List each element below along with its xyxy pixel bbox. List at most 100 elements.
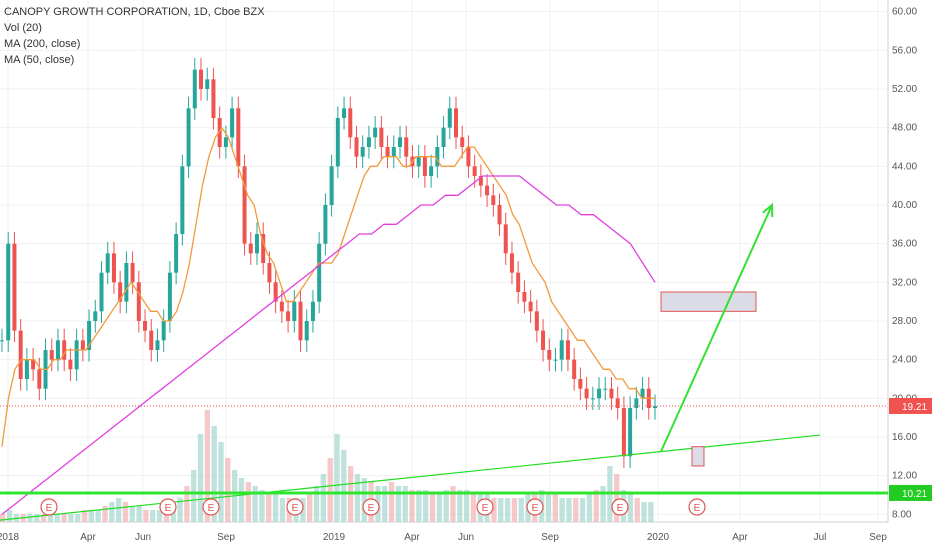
candle-body-14 — [87, 321, 92, 350]
volume-bar-52 — [354, 474, 361, 522]
volume-bar-48 — [327, 458, 333, 522]
candle-body-46 — [286, 311, 291, 321]
volume-bar-59 — [402, 486, 408, 522]
x-tick-label-0: 2018 — [0, 532, 20, 543]
volume-bar-58 — [395, 486, 402, 522]
candle-body-72 — [447, 108, 452, 128]
volume-bar-67 — [457, 490, 463, 522]
x-tick-label-3: Sep — [217, 532, 235, 543]
candle-body-11 — [68, 359, 73, 370]
volume-bar-85 — [579, 498, 586, 522]
candle-body-86 — [534, 311, 539, 331]
last-price-label: 19.21 — [902, 402, 927, 413]
volume-bar-83 — [566, 498, 572, 522]
candle-body-63 — [391, 147, 396, 157]
volume-bar-76 — [518, 498, 524, 522]
y-tick-label-11: 16.00 — [892, 432, 917, 443]
candle-body-20 — [124, 263, 129, 302]
x-tick-label-10: Jul — [814, 532, 827, 543]
earnings-marker-label-5: E — [482, 503, 489, 514]
volume-bar-9 — [61, 514, 67, 522]
volume-bar-5 — [34, 514, 40, 522]
candle-body-82 — [509, 253, 514, 273]
candle-body-47 — [292, 301, 297, 321]
legend-ma50[interactable]: MA (50, close) — [4, 54, 75, 66]
candle-body-29 — [180, 166, 185, 234]
candle-body-13 — [80, 340, 85, 350]
earnings-marker-6 — [526, 498, 544, 516]
earnings-marker-7 — [611, 498, 629, 516]
volume-bar-93 — [634, 498, 640, 522]
candle-body-98 — [609, 388, 614, 399]
candle-body-75 — [466, 147, 471, 167]
candle-body-8 — [49, 350, 54, 360]
volume-bar-21 — [143, 510, 149, 522]
candle-body-28 — [174, 234, 179, 273]
candle-body-79 — [491, 195, 496, 205]
volume-bar-20 — [136, 506, 142, 522]
volume-bar-73 — [498, 498, 504, 522]
candle-body-67 — [416, 156, 421, 167]
earnings-marker-5 — [476, 498, 494, 516]
candle-body-102 — [634, 398, 639, 408]
volume-bar-36 — [245, 482, 251, 522]
candle-body-91 — [565, 340, 570, 360]
candle-body-57 — [354, 137, 359, 157]
volume-bar-33 — [225, 458, 231, 522]
legend-volume[interactable]: Vol (20) — [4, 22, 42, 34]
earnings-marker-3 — [286, 498, 304, 516]
volume-bar-4 — [27, 514, 33, 522]
candle-body-96 — [597, 388, 602, 399]
candle-body-58 — [360, 147, 365, 157]
volume-bar-14 — [95, 510, 101, 522]
legend-ma200[interactable]: MA (200, close) — [4, 38, 81, 50]
candle-body-43 — [267, 263, 272, 283]
last-price-tag — [889, 397, 932, 414]
candle-body-94 — [584, 388, 589, 399]
volume-bar-39 — [266, 494, 272, 522]
earnings-marker-label-3: E — [292, 503, 299, 514]
earnings-marker-4 — [362, 498, 380, 516]
volume-bar-69 — [470, 494, 477, 522]
volume-bar-87 — [593, 490, 599, 522]
candle-body-9 — [55, 340, 60, 360]
volume-bar-24 — [163, 510, 170, 522]
candle-body-52 — [323, 205, 328, 244]
chart-legend: CANOPY GROWTH CORPORATION, 1D, Cboe BZX … — [4, 4, 265, 68]
volume-bar-41 — [279, 498, 286, 522]
candle-body-22 — [136, 282, 141, 321]
candle-body-4 — [24, 359, 29, 379]
candle-body-97 — [603, 388, 608, 390]
candle-body-3 — [18, 330, 23, 379]
candle-body-25 — [155, 340, 160, 350]
volume-bar-49 — [334, 434, 340, 522]
candle-body-39 — [242, 166, 247, 244]
volume-bar-50 — [341, 450, 347, 522]
x-tick-label-1: Apr — [80, 532, 96, 543]
ma50-line — [1, 126, 655, 447]
volume-bar-60 — [409, 490, 415, 522]
volume-bar-45 — [307, 494, 313, 522]
volume-bar-66 — [450, 486, 456, 522]
volume-bar-74 — [504, 498, 511, 522]
volume-bar-11 — [75, 514, 81, 522]
candle-body-45 — [279, 301, 284, 312]
y-tick-label-1: 56.00 — [892, 45, 917, 56]
volume-bar-22 — [150, 510, 156, 522]
x-tick-label-7: Sep — [541, 532, 559, 543]
legend-title: CANOPY GROWTH CORPORATION, 1D, Cboe BZX — [4, 6, 265, 18]
earnings-marker-label-0: E — [46, 503, 53, 514]
candle-body-27 — [167, 272, 172, 321]
candle-body-1 — [6, 243, 11, 341]
volume-bar-46 — [313, 486, 320, 522]
volume-bar-40 — [272, 494, 279, 522]
candle-body-23 — [143, 321, 148, 331]
volume-bar-88 — [600, 486, 606, 522]
volume-bar-63 — [429, 494, 436, 522]
volume-bar-90 — [614, 474, 620, 522]
candle-body-64 — [398, 137, 403, 147]
target-box — [660, 291, 757, 312]
candle-body-54 — [335, 118, 340, 167]
